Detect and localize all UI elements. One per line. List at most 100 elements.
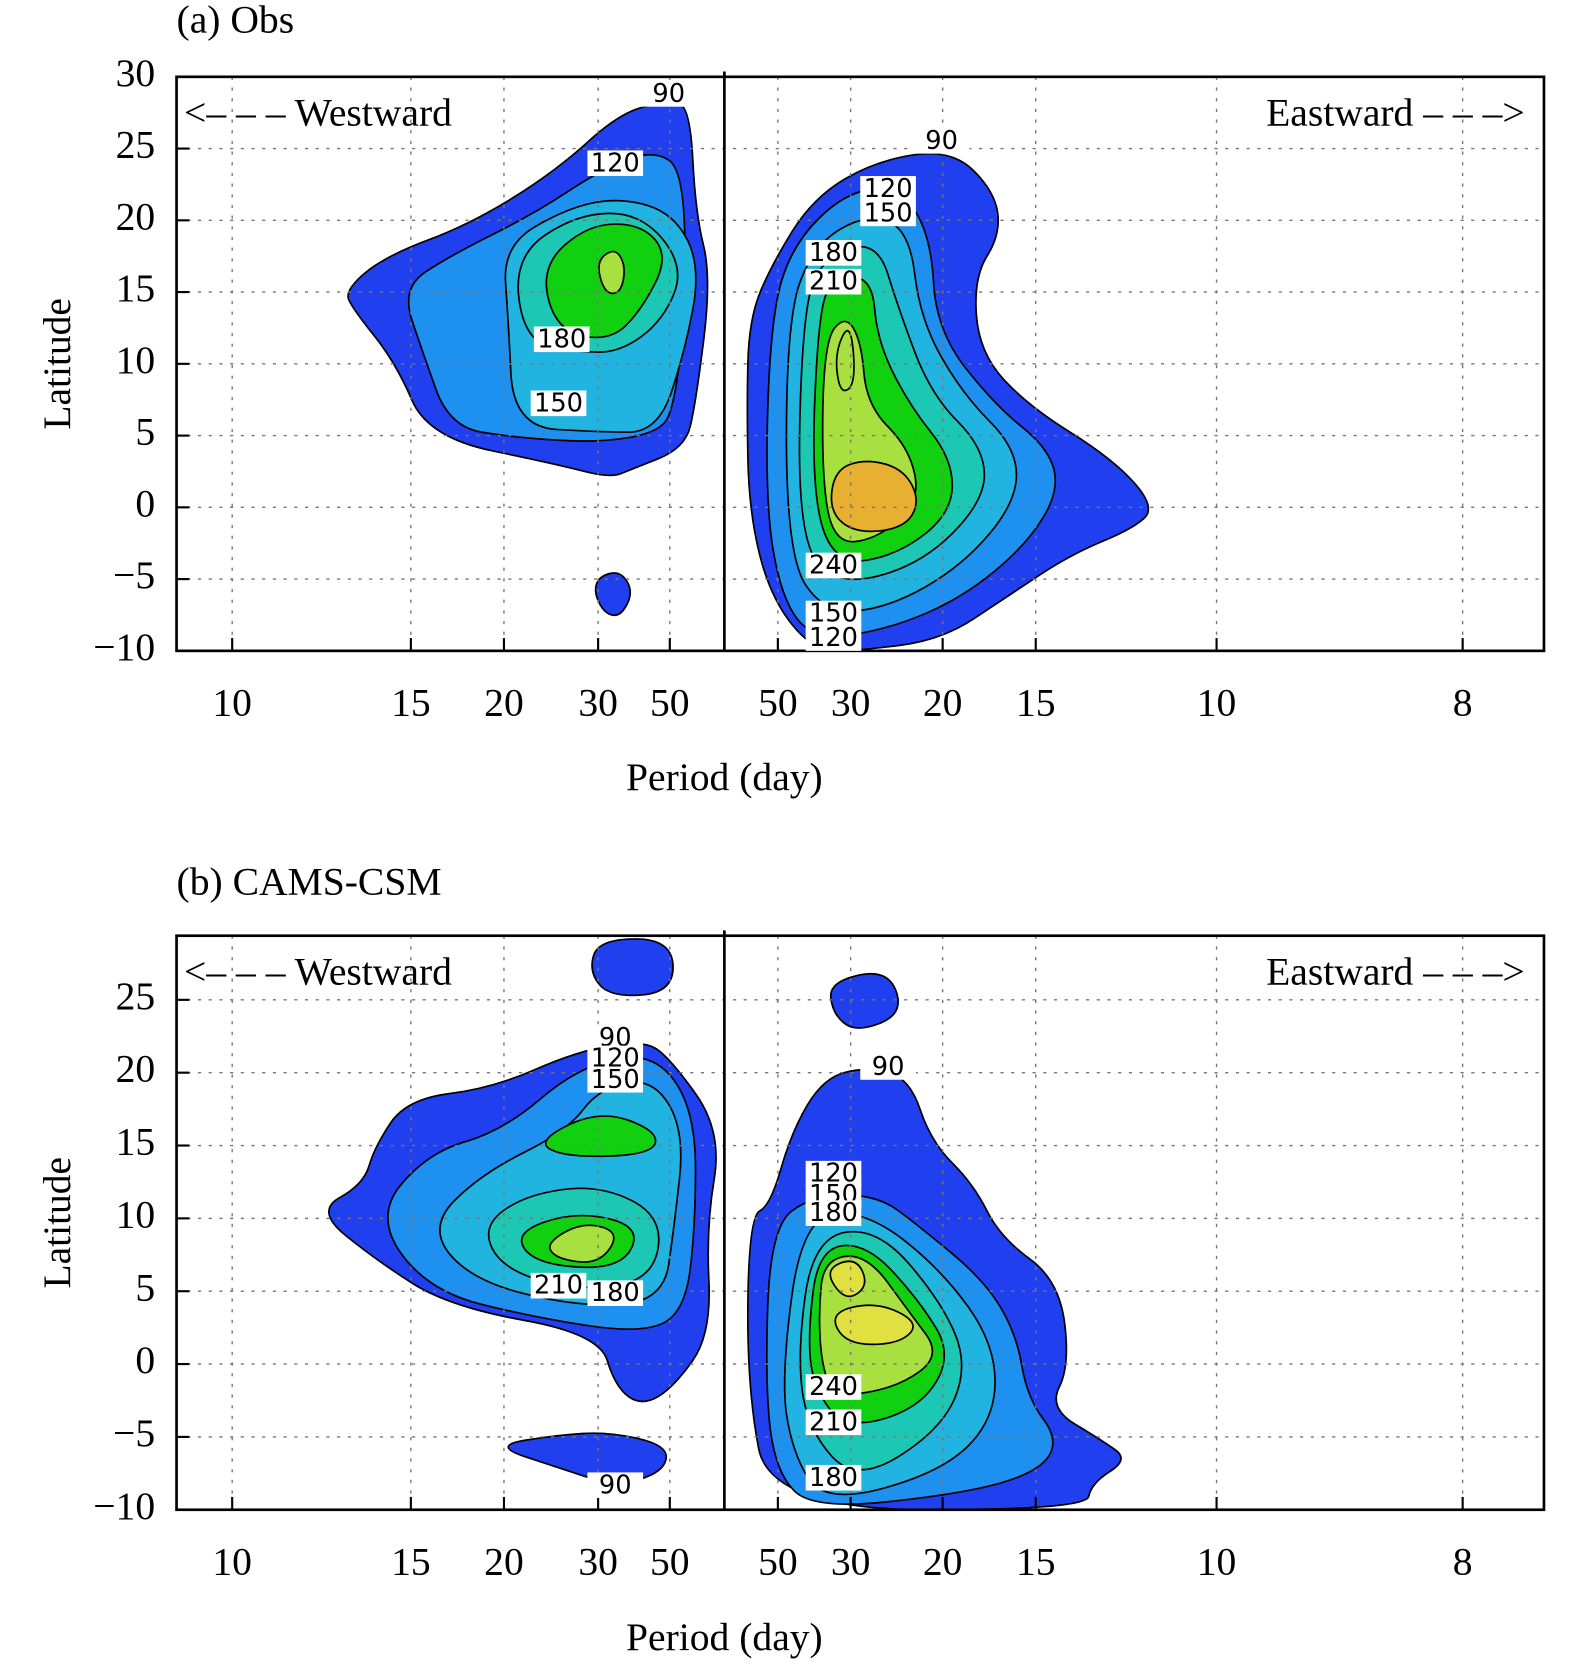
contour-label: 180 bbox=[537, 324, 586, 354]
x-tick-label: 50 bbox=[758, 1539, 798, 1583]
y-tick-label: 5 bbox=[135, 410, 155, 454]
x-axis-label: Period (day) bbox=[626, 1615, 823, 1659]
annotation: Eastward – – –> bbox=[1266, 949, 1525, 993]
contour-label-bg bbox=[805, 1409, 862, 1436]
contour-label: 180 bbox=[809, 1463, 858, 1493]
y-tick-label: 15 bbox=[116, 1120, 156, 1164]
contour-label-bg bbox=[805, 552, 862, 579]
x-tick-label: 20 bbox=[923, 1539, 963, 1583]
contour-fill bbox=[829, 972, 899, 1029]
contour-label: 240 bbox=[809, 1372, 858, 1402]
contour-fill bbox=[829, 1260, 866, 1298]
x-tick-label: 20 bbox=[484, 680, 524, 724]
contour-label: 210 bbox=[809, 267, 858, 297]
contour-fill bbox=[594, 572, 632, 617]
contour-label: 90 bbox=[925, 126, 958, 156]
x-tick-label: 30 bbox=[831, 680, 871, 724]
annotation: <– – – Westward bbox=[184, 949, 452, 993]
contour-fill bbox=[830, 460, 918, 533]
y-tick-label: 15 bbox=[116, 266, 156, 310]
contour-label: 150 bbox=[591, 1065, 640, 1095]
contour-label-bg bbox=[805, 268, 862, 295]
x-tick-label: 10 bbox=[212, 680, 252, 724]
x-tick-label: 20 bbox=[923, 680, 963, 724]
y-axis-label: Latitude bbox=[35, 1157, 79, 1288]
y-tick-label: 0 bbox=[135, 1338, 155, 1382]
contour-label: 90 bbox=[652, 79, 685, 109]
contour-label-bg bbox=[805, 625, 862, 651]
contour-label: 210 bbox=[809, 1407, 858, 1437]
contour-fill bbox=[549, 1224, 615, 1263]
y-tick-label: −5 bbox=[113, 1411, 155, 1455]
y-tick-label: −10 bbox=[93, 1484, 155, 1528]
panel-title: (a) Obs bbox=[177, 0, 295, 42]
x-tick-label: 10 bbox=[1197, 1539, 1237, 1583]
contour-label: 120 bbox=[864, 174, 913, 204]
contour-label-bg bbox=[587, 1472, 644, 1499]
contour-label-bg bbox=[860, 200, 916, 227]
contour-label: 240 bbox=[809, 551, 858, 581]
x-tick-label: 50 bbox=[650, 1539, 690, 1583]
y-axis-label: Latitude bbox=[35, 298, 79, 429]
contour-fill bbox=[834, 1304, 914, 1346]
contour-label-bg bbox=[805, 1200, 862, 1226]
contour-fill bbox=[591, 938, 674, 997]
y-tick-label: 10 bbox=[116, 1192, 156, 1236]
y-tick-label: −5 bbox=[113, 553, 155, 597]
contour-label-bg bbox=[530, 1272, 587, 1299]
contour-label: 180 bbox=[809, 238, 858, 268]
contour-label: 180 bbox=[809, 1198, 858, 1228]
x-tick-label: 8 bbox=[1453, 680, 1473, 724]
contour-label: 150 bbox=[534, 388, 583, 418]
contour-label-bg bbox=[805, 240, 862, 266]
x-axis-label: Period (day) bbox=[626, 755, 823, 799]
y-tick-label: 20 bbox=[116, 1047, 156, 1091]
x-tick-label: 20 bbox=[484, 1539, 524, 1583]
y-tick-label: 25 bbox=[116, 974, 156, 1018]
contour-fill bbox=[544, 1115, 657, 1158]
y-tick-label: 25 bbox=[116, 123, 156, 167]
contour-label-bg bbox=[805, 1374, 862, 1400]
contour-label-bg bbox=[587, 150, 644, 177]
contour-label-bg bbox=[805, 600, 862, 627]
contour-label: 210 bbox=[534, 1271, 583, 1301]
contour-label-bg bbox=[913, 128, 970, 154]
contour-label-bg bbox=[533, 326, 590, 353]
x-tick-label: 30 bbox=[831, 1539, 871, 1583]
contour-label: 150 bbox=[809, 599, 858, 629]
contour-label-bg bbox=[860, 176, 916, 202]
contour-label-bg bbox=[640, 81, 697, 107]
plot-frame bbox=[175, 934, 1546, 1512]
annotation: <– – – Westward bbox=[184, 90, 452, 134]
contour-label-bg bbox=[530, 390, 587, 417]
x-tick-label: 15 bbox=[391, 1539, 431, 1583]
y-tick-label: 20 bbox=[116, 194, 156, 238]
y-tick-label: 30 bbox=[116, 51, 156, 95]
contour-label-bg bbox=[805, 1464, 862, 1491]
y-tick-label: −10 bbox=[93, 625, 155, 669]
x-tick-label: 8 bbox=[1453, 1539, 1473, 1583]
x-tick-label: 10 bbox=[1197, 680, 1237, 724]
contour-label-bg bbox=[587, 1280, 644, 1306]
x-tick-label: 15 bbox=[1016, 680, 1056, 724]
contour-fill bbox=[835, 329, 855, 392]
contour-label-bg bbox=[860, 1054, 916, 1080]
contour-label: 150 bbox=[864, 198, 913, 228]
contour-label: 120 bbox=[809, 623, 858, 653]
y-tick-label: 5 bbox=[135, 1265, 155, 1309]
contour-label: 90 bbox=[599, 1470, 632, 1500]
contour-label-bg bbox=[587, 1066, 644, 1093]
contour-fill bbox=[507, 1432, 668, 1484]
contour-label: 120 bbox=[591, 148, 640, 178]
x-tick-label: 50 bbox=[650, 680, 690, 724]
y-tick-label: 0 bbox=[135, 481, 155, 525]
contour-label: 180 bbox=[591, 1278, 640, 1308]
annotation: Eastward – – –> bbox=[1266, 90, 1525, 134]
x-tick-label: 10 bbox=[212, 1539, 252, 1583]
x-tick-label: 50 bbox=[758, 680, 798, 724]
contour-label: 90 bbox=[872, 1052, 905, 1082]
